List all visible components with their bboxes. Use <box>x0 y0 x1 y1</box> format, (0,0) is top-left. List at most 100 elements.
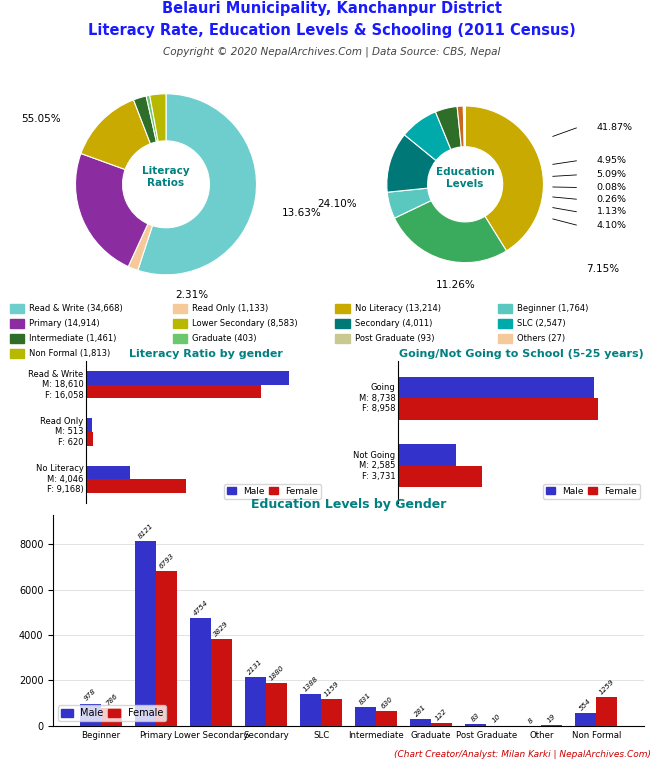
Bar <box>266 683 287 726</box>
Bar <box>135 541 156 726</box>
Text: 2131: 2131 <box>247 659 264 676</box>
Bar <box>576 713 596 726</box>
Wedge shape <box>404 112 451 161</box>
Text: 11.26%: 11.26% <box>436 280 475 290</box>
Text: 5.09%: 5.09% <box>597 170 627 180</box>
Text: 6793: 6793 <box>158 553 175 570</box>
Text: Non Formal (1,813): Non Formal (1,813) <box>29 349 111 359</box>
Text: Post Graduate (93): Post Graduate (93) <box>355 334 434 343</box>
Text: 1388: 1388 <box>302 676 319 693</box>
Bar <box>410 720 431 726</box>
Text: 978: 978 <box>84 688 98 702</box>
Bar <box>335 304 349 313</box>
Text: 1259: 1259 <box>598 678 616 696</box>
Bar <box>86 371 289 385</box>
Text: Lower Secondary (8,583): Lower Secondary (8,583) <box>192 319 297 329</box>
Text: Graduate (403): Graduate (403) <box>192 334 256 343</box>
Wedge shape <box>137 94 256 275</box>
Text: Intermediate (1,461): Intermediate (1,461) <box>29 334 117 343</box>
Bar <box>300 694 321 726</box>
Wedge shape <box>394 200 507 263</box>
Bar <box>355 707 376 726</box>
Text: 0.08%: 0.08% <box>597 183 627 192</box>
Text: (Chart Creator/Analyst: Milan Karki | NepalArchives.Com): (Chart Creator/Analyst: Milan Karki | Ne… <box>394 750 651 759</box>
Bar <box>376 711 397 726</box>
Text: 24.10%: 24.10% <box>317 199 357 209</box>
Bar <box>10 349 24 359</box>
Text: 4.95%: 4.95% <box>597 157 627 165</box>
Wedge shape <box>387 135 436 192</box>
Bar <box>156 571 177 726</box>
Bar <box>86 385 261 399</box>
Text: 41.87%: 41.87% <box>597 124 633 132</box>
Bar <box>10 319 24 329</box>
Bar <box>596 697 618 726</box>
Bar <box>398 376 594 398</box>
Bar <box>398 398 598 420</box>
Bar <box>498 304 512 313</box>
Text: 1880: 1880 <box>268 664 285 682</box>
Bar <box>86 465 130 479</box>
Text: Literacy Rate, Education Levels & Schooling (2011 Census): Literacy Rate, Education Levels & School… <box>88 23 576 38</box>
Bar <box>173 304 187 313</box>
Text: 13.63%: 13.63% <box>282 208 321 218</box>
Text: 19: 19 <box>546 713 557 724</box>
Bar <box>335 319 349 329</box>
Bar <box>10 334 24 343</box>
Bar <box>173 319 187 329</box>
Bar <box>86 419 92 432</box>
Bar <box>335 334 349 343</box>
Bar <box>211 639 232 726</box>
Text: 3829: 3829 <box>212 620 230 637</box>
Bar <box>101 708 122 726</box>
Text: 4.10%: 4.10% <box>597 220 627 230</box>
Legend: Male, Female: Male, Female <box>58 705 166 721</box>
Text: 1159: 1159 <box>323 680 340 698</box>
Legend: Male, Female: Male, Female <box>224 484 321 498</box>
Bar <box>398 444 456 466</box>
Text: 630: 630 <box>380 696 394 710</box>
Text: 0.26%: 0.26% <box>597 195 627 204</box>
Text: 55.05%: 55.05% <box>21 114 61 124</box>
Text: Education
Levels: Education Levels <box>436 167 495 189</box>
Text: SLC (2,547): SLC (2,547) <box>517 319 566 329</box>
Text: 83: 83 <box>470 712 481 723</box>
Wedge shape <box>465 106 543 251</box>
Bar <box>245 677 266 726</box>
Text: No Literacy (13,214): No Literacy (13,214) <box>355 304 441 313</box>
Text: 554: 554 <box>579 698 593 712</box>
Text: 10: 10 <box>491 713 502 724</box>
Wedge shape <box>81 100 151 170</box>
Wedge shape <box>146 95 158 142</box>
Text: Belauri Municipality, Kanchanpur District: Belauri Municipality, Kanchanpur Distric… <box>162 1 502 16</box>
Bar <box>86 432 93 445</box>
Wedge shape <box>463 106 465 147</box>
Bar <box>190 617 211 726</box>
Text: 8: 8 <box>527 717 535 724</box>
Wedge shape <box>436 107 461 150</box>
Bar <box>173 334 187 343</box>
Wedge shape <box>149 94 166 141</box>
Text: 831: 831 <box>359 691 373 706</box>
Text: 122: 122 <box>435 707 449 722</box>
Title: Education Levels by Gender: Education Levels by Gender <box>251 498 446 511</box>
Text: Others (27): Others (27) <box>517 334 566 343</box>
Text: 281: 281 <box>414 704 428 718</box>
Text: 8121: 8121 <box>137 523 154 540</box>
Bar <box>431 723 452 726</box>
Wedge shape <box>457 106 464 147</box>
Wedge shape <box>387 188 431 218</box>
Bar <box>86 479 186 493</box>
Text: Beginner (1,764): Beginner (1,764) <box>517 304 589 313</box>
Bar <box>10 304 24 313</box>
Wedge shape <box>128 223 153 270</box>
Text: Read & Write (34,668): Read & Write (34,668) <box>29 304 123 313</box>
Wedge shape <box>133 96 157 144</box>
Text: Secondary (4,011): Secondary (4,011) <box>355 319 432 329</box>
Text: 1.13%: 1.13% <box>597 207 627 217</box>
Text: 786: 786 <box>104 693 118 707</box>
Text: Copyright © 2020 NepalArchives.Com | Data Source: CBS, Nepal: Copyright © 2020 NepalArchives.Com | Dat… <box>163 47 501 57</box>
Title: Going/Not Going to School (5-25 years): Going/Not Going to School (5-25 years) <box>399 349 643 359</box>
Bar <box>80 703 101 726</box>
Bar <box>398 466 481 488</box>
